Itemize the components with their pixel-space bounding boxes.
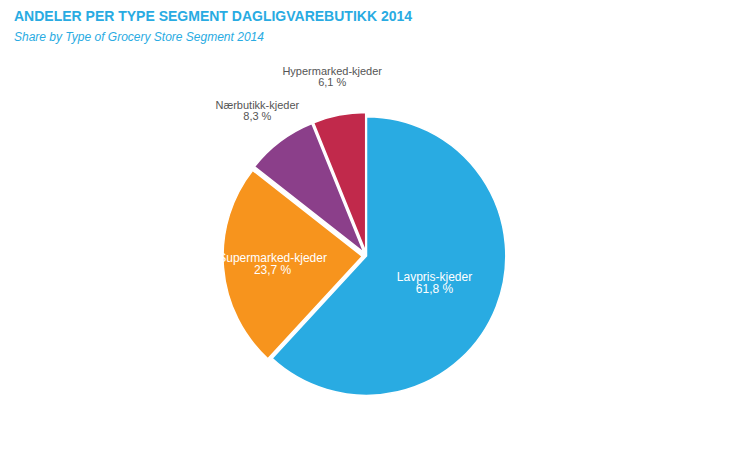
html-text:Share by Type of Grocery Store: Share by Type of Grocery Store Segment 2…: [14, 30, 264, 44]
svg-text:Supermarked-kjeder23,7 %: Supermarked-kjeder23,7 %: [218, 251, 327, 277]
html-text:ANDELER PER TYPE SEGMENT DAGLI: ANDELER PER TYPE SEGMENT DAGLIGVAREBUTIK…: [14, 8, 412, 24]
svg-text:Nærbutikk-kjeder8,3 %: Nærbutikk-kjeder8,3 %: [215, 99, 299, 122]
svg-text:Hypermarked-kjeder6,1 %: Hypermarked-kjeder6,1 %: [282, 65, 382, 88]
svg-text:Lavpris-kjeder61,8 %: Lavpris-kjeder61,8 %: [397, 270, 472, 296]
